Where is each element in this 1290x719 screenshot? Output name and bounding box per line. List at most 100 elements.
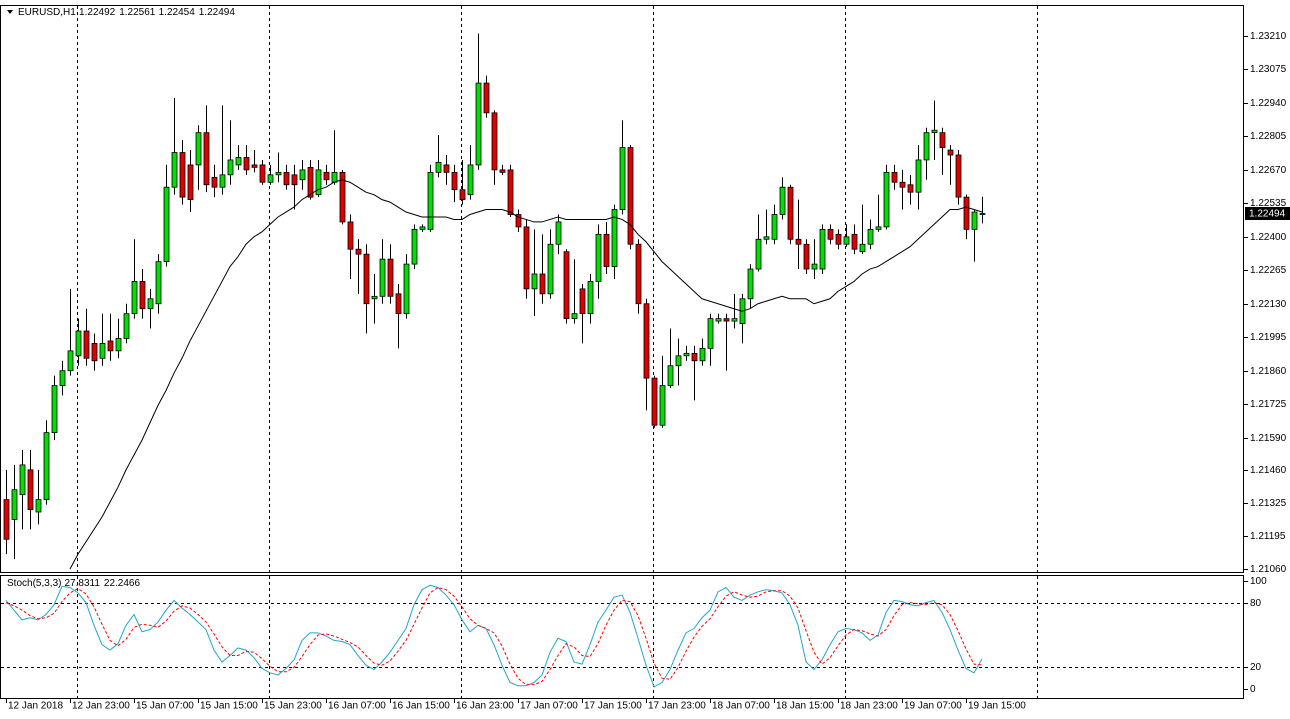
price-tag-label: 1.22494 <box>1249 209 1286 220</box>
candle-body <box>819 228 826 270</box>
chart-header: EURUSD,H1 1.22492 1.22561 1.22454 1.22494 <box>18 7 235 18</box>
candle-body <box>707 318 714 349</box>
candle-body <box>835 233 842 245</box>
stoch-line <box>5 584 983 688</box>
candle-body <box>939 132 946 148</box>
stoch-line <box>5 586 983 686</box>
candle-body <box>139 281 146 310</box>
candle-body <box>347 221 354 250</box>
candle-body <box>483 82 490 114</box>
candle-body <box>443 164 450 173</box>
candle-body <box>227 159 234 176</box>
candle-body <box>451 171 458 191</box>
candle-body <box>379 258 386 297</box>
candle-body <box>587 281 594 315</box>
candle-body <box>515 214 522 228</box>
x-tick-label: 17 Jan 23:00 <box>648 701 706 712</box>
candle-body <box>395 293 402 315</box>
symbol: EURUSD,H1 <box>18 7 76 18</box>
y-tick-label: 20 <box>1250 662 1262 673</box>
candle-body <box>99 343 106 359</box>
candle-body <box>659 385 666 426</box>
candle-body <box>315 169 322 196</box>
candle-body <box>595 233 602 282</box>
candle-body <box>371 295 378 300</box>
candle-body <box>907 184 914 193</box>
candle-body <box>539 273 546 295</box>
y-tick-label: 0 <box>1250 684 1256 695</box>
candle-body <box>675 355 682 367</box>
candle-body <box>731 318 738 322</box>
candle-body <box>651 377 658 426</box>
x-tick-label: 16 Jan 23:00 <box>456 701 514 712</box>
close-value: 1.22494 <box>199 7 236 18</box>
candle-body <box>403 263 410 315</box>
x-tick-label: 16 Jan 07:00 <box>328 701 386 712</box>
y-tick-label: 1.21325 <box>1250 498 1287 509</box>
candle-body <box>723 318 730 322</box>
candle-body <box>787 186 794 240</box>
day-separators <box>77 6 1038 698</box>
candle-body <box>323 171 330 181</box>
candle-body <box>859 243 866 253</box>
candle-body <box>91 343 98 362</box>
candle-body <box>467 164 474 196</box>
x-tick-label: 17 Jan 15:00 <box>584 701 642 712</box>
candle-body <box>619 147 626 210</box>
candle-body <box>131 281 138 315</box>
y-tick-label: 100 <box>1250 576 1267 587</box>
candle-body <box>203 132 210 186</box>
candle-body <box>307 166 314 198</box>
candle-body <box>411 228 418 265</box>
candle-body <box>275 171 282 176</box>
candle-body <box>331 171 338 183</box>
menu-arrow[interactable] <box>7 10 13 14</box>
candle-body <box>83 330 90 359</box>
x-tick-label: 18 Jan 15:00 <box>776 701 834 712</box>
candle-body <box>507 169 514 215</box>
candle-body <box>955 154 962 198</box>
candle-body <box>547 243 554 295</box>
y-tick-label: 1.23075 <box>1250 64 1287 75</box>
candle-body <box>691 352 698 362</box>
candle-body <box>571 313 578 320</box>
candle-body <box>75 330 82 357</box>
stoch-main-value: 27.8311 <box>64 578 100 589</box>
candle-body <box>699 347 706 362</box>
candle-body <box>419 226 426 230</box>
candle-body <box>163 186 170 263</box>
candle-body <box>875 226 882 230</box>
candle-body <box>867 228 874 245</box>
candle-body <box>11 489 18 520</box>
stoch-signal-value: 22.2466 <box>104 578 141 589</box>
candle-body <box>563 251 570 320</box>
candle-body <box>779 186 786 215</box>
y-tick-label: 1.22940 <box>1250 98 1287 109</box>
x-tick-label: 17 Jan 07:00 <box>520 701 578 712</box>
candle-body <box>155 261 162 305</box>
x-tick-label: 18 Jan 07:00 <box>712 701 770 712</box>
candle-body <box>851 233 858 250</box>
candle-body <box>931 129 938 134</box>
y-tick-label: 1.21860 <box>1250 366 1287 377</box>
stoch-header: Stoch(5,3,3) 27.8311 22.2466 <box>7 578 140 589</box>
candle-body <box>971 211 978 230</box>
candle-body <box>219 174 226 188</box>
candle-body <box>187 164 194 201</box>
y-tick-label: 1.21995 <box>1250 332 1287 343</box>
candle-body <box>915 159 922 193</box>
candle-body <box>355 248 362 255</box>
candle-body <box>811 263 818 270</box>
y-tick-label: 1.21460 <box>1250 465 1287 476</box>
x-tick-label: 16 Jan 15:00 <box>392 701 450 712</box>
candle-body <box>667 365 674 386</box>
candle-body <box>603 233 610 267</box>
candle-body <box>635 243 642 305</box>
candle-body <box>243 157 250 171</box>
y-tick-label: 1.22535 <box>1250 198 1287 209</box>
candle-body <box>195 132 202 166</box>
candle-body <box>499 169 506 173</box>
x-tick-label: 19 Jan 07:00 <box>904 701 962 712</box>
candle-body <box>235 157 242 166</box>
